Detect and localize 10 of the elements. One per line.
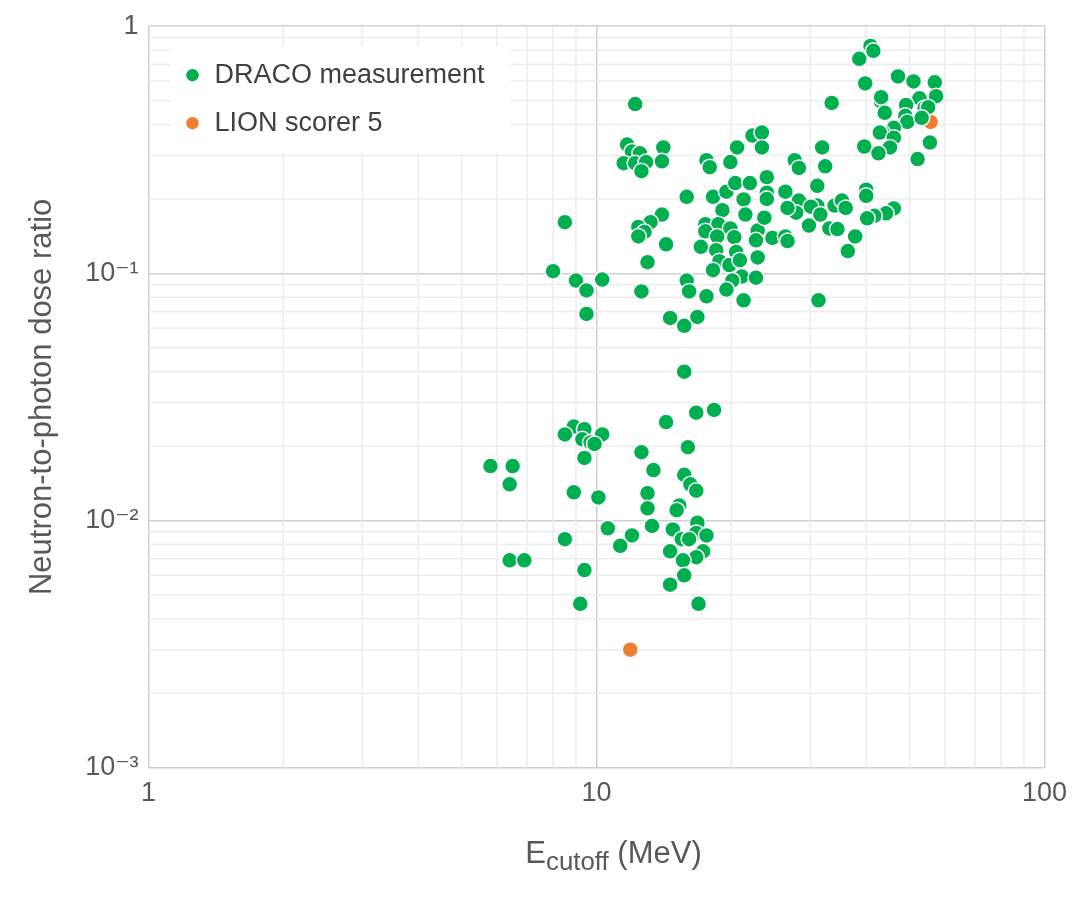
legend-label: DRACO measurement	[214, 58, 486, 89]
y-tick-label: 10⁻²	[85, 503, 139, 534]
x-tick-label: 100	[1021, 777, 1068, 808]
y-axis-title: Neutron-to-photon dose ratio	[23, 198, 59, 596]
y-tick-label: 10⁻³	[85, 751, 139, 782]
legend-label: LION scorer 5	[214, 106, 383, 137]
y-tick-label: 10⁻¹	[85, 256, 139, 287]
x-axis-title: E$_{cutoff}$ (MeV)	[524, 835, 703, 877]
x-tick-label: 10	[581, 777, 612, 808]
y-tick-label: 1	[123, 9, 139, 40]
